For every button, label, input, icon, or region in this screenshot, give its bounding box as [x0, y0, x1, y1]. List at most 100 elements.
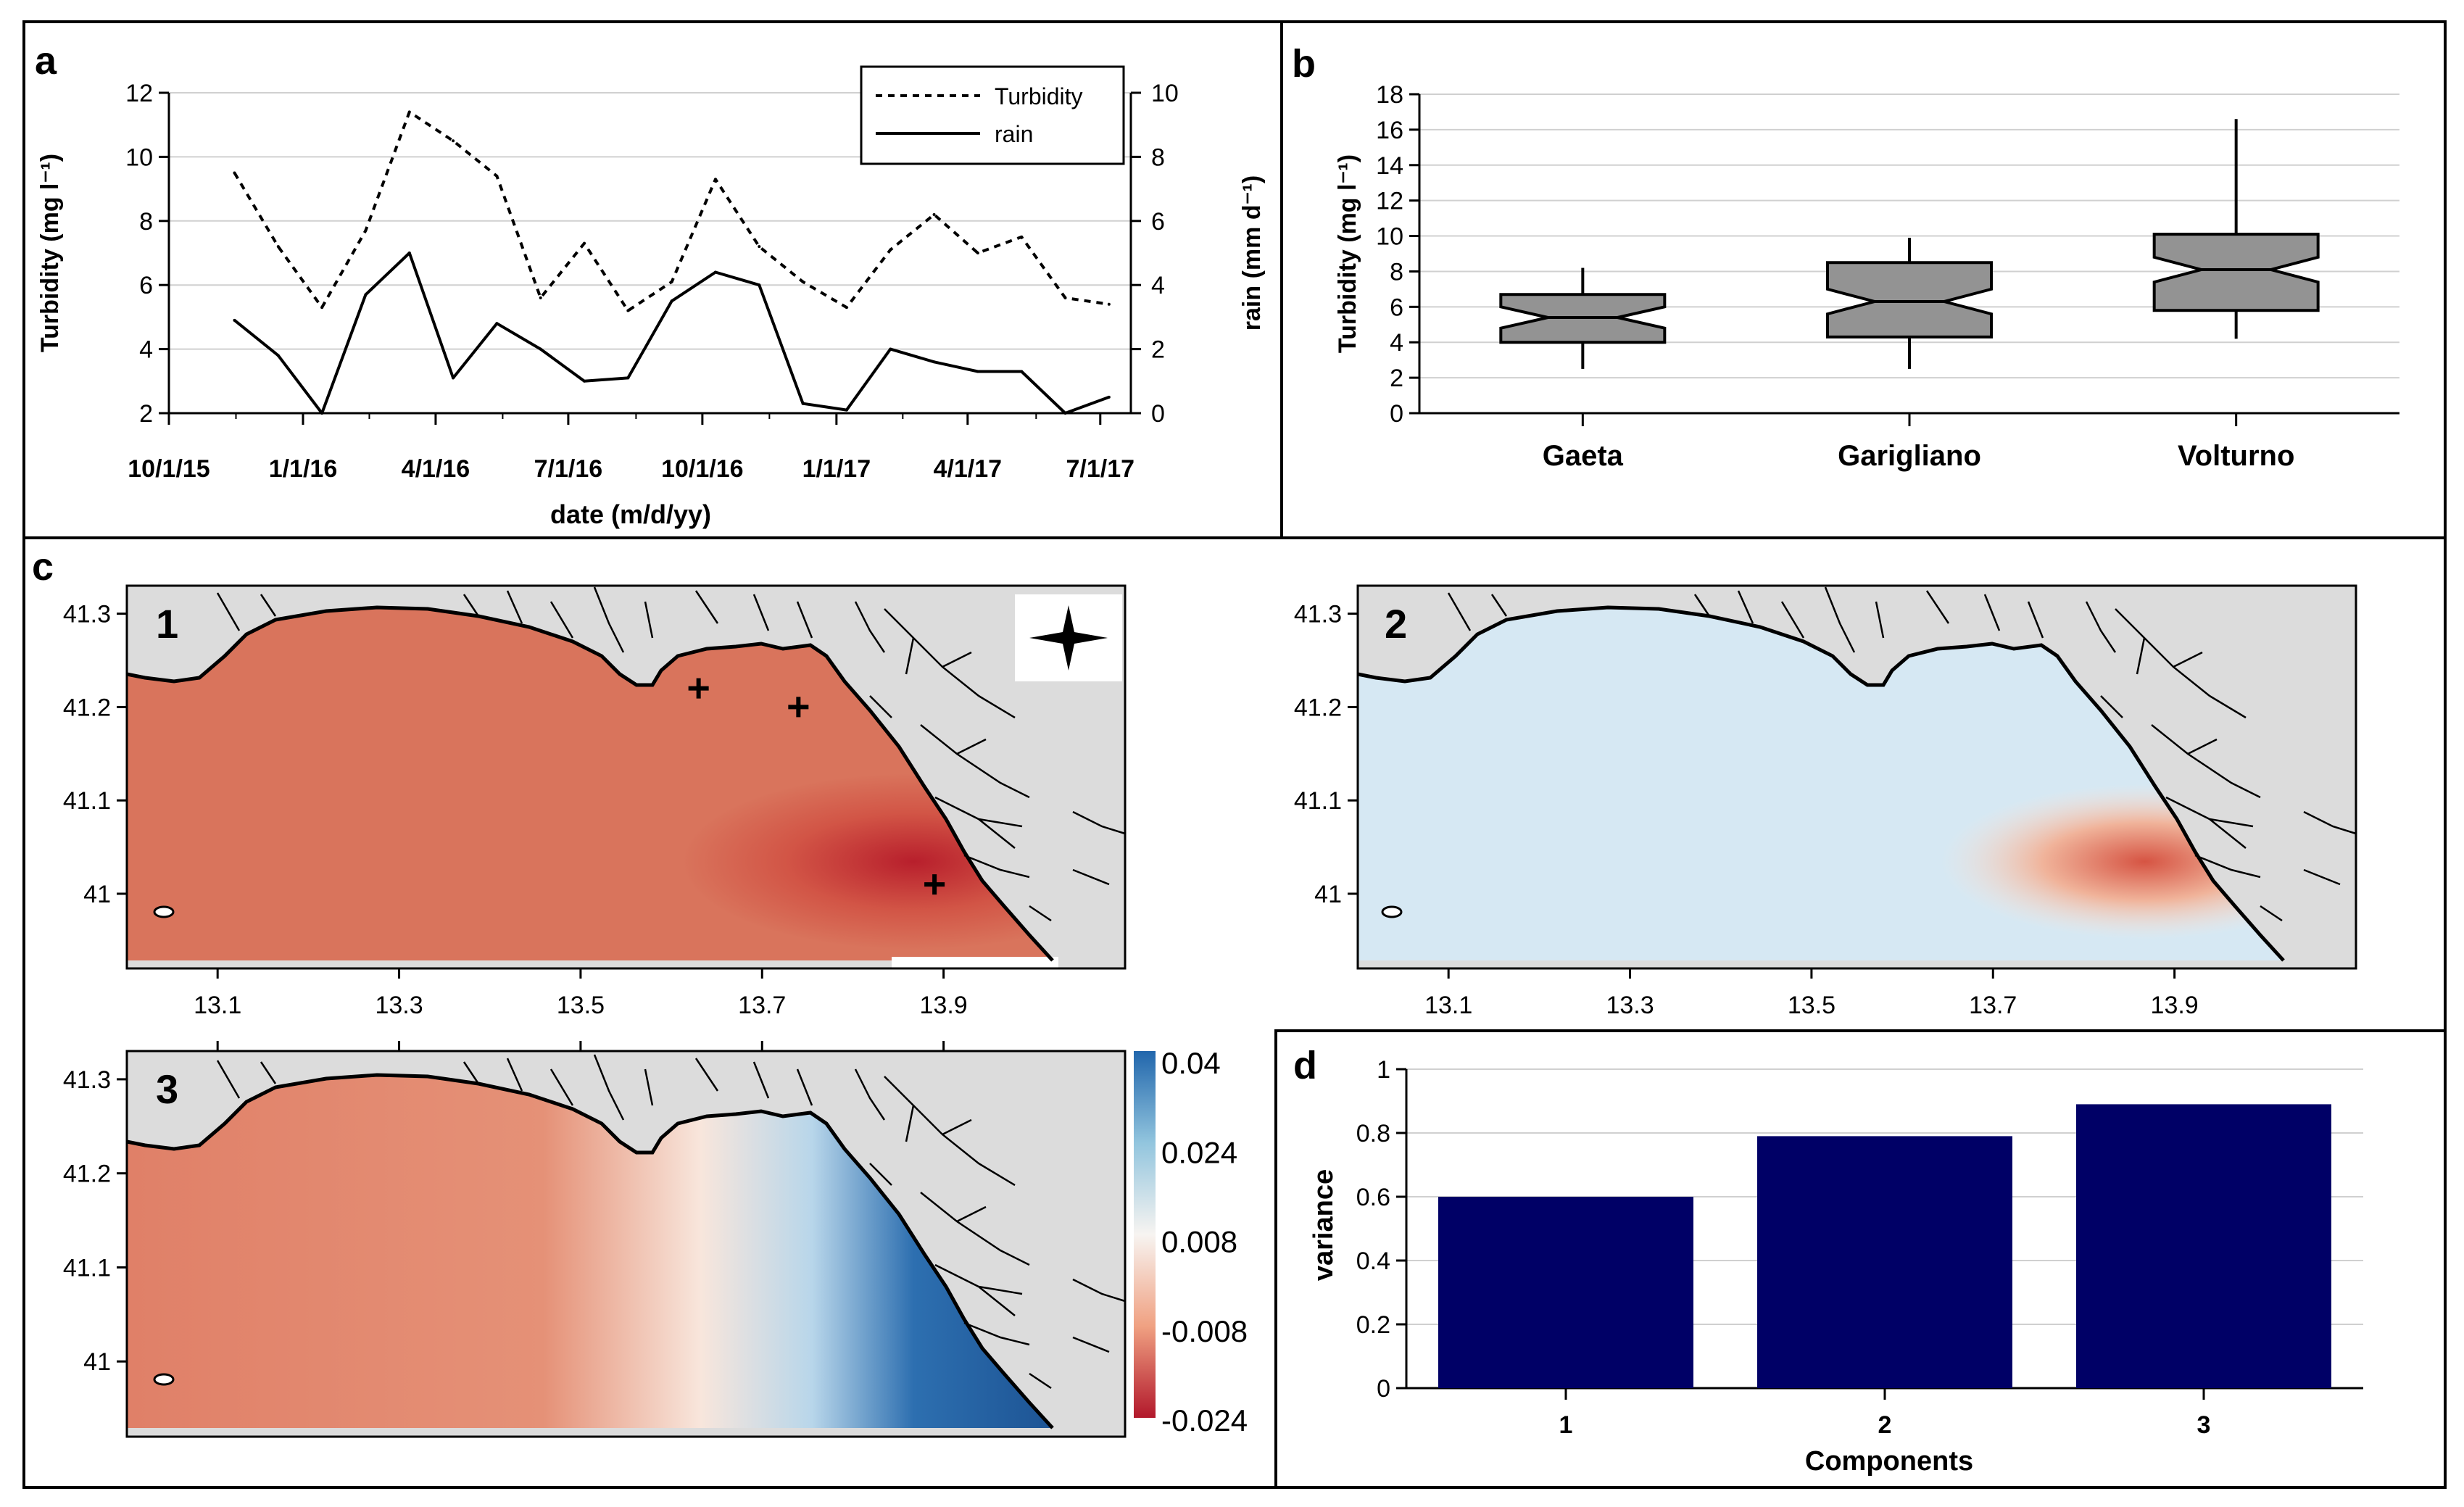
chart-a-xtick-label: 4/1/16 — [402, 455, 470, 483]
map2-ytick-label: 41.1 — [1294, 787, 1342, 815]
chart-a-ytick-left-label: 10 — [125, 144, 153, 171]
panel-label-c: c — [32, 545, 54, 589]
chart-a-point-turbidity — [539, 296, 542, 299]
colorbar-label: 0.024 — [1161, 1135, 1237, 1169]
map3-frame — [125, 1050, 1127, 1438]
chart-a-point-turbidity — [583, 241, 586, 245]
map1-ytick-label: 41.3 — [63, 601, 111, 628]
map2-xtick-label: 13.7 — [1969, 992, 2017, 1019]
chart-a-point-rain — [539, 347, 542, 351]
map1-island — [153, 905, 175, 918]
map1-ytick-label: 41.2 — [63, 694, 111, 721]
map1-ytick-label: 41 — [83, 881, 111, 908]
chart-a-ytick-right-label: 8 — [1151, 144, 1165, 171]
map-component-1: 1 — [125, 584, 1127, 971]
north-arrow-star — [1029, 605, 1108, 671]
chart-a-ylabel-left: Turbidity (mg l⁻¹) — [36, 154, 64, 352]
panel-label-b: b — [1292, 42, 1316, 86]
chart-a-xtick-label: 7/1/16 — [534, 455, 603, 483]
chart-d-ytick-label: 0.4 — [1356, 1247, 1390, 1275]
chart-d-bar: 0 0.2 0.4 0.6 0.8 1 1 2 3 variance Components — [1308, 1056, 2363, 1477]
map2-label: 2 — [1385, 601, 1407, 647]
chart-b-ytick-label: 16 — [1376, 117, 1403, 144]
chart-a-ytick-right-label: 4 — [1151, 272, 1165, 299]
legend-turbidity-label: Turbidity — [995, 83, 1083, 109]
chart-a-point-turbidity — [1063, 296, 1067, 299]
chart-d-ytick-label: 0.8 — [1356, 1120, 1390, 1147]
chart-a-point-turbidity — [1107, 302, 1111, 306]
map3-rivers — [216, 1054, 1126, 1390]
chart-a-point-turbidity — [758, 245, 761, 249]
map2-xtick-label: 13.9 — [2151, 992, 2199, 1019]
map3-ytick-label: 41.1 — [63, 1254, 111, 1282]
chart-a-point-rain — [1063, 412, 1067, 415]
chart-a-ytick-right-label: 10 — [1151, 80, 1179, 107]
chart-d-ylabel: variance — [1308, 1169, 1339, 1281]
chart-a-point-turbidity — [407, 110, 411, 114]
chart-a-point-turbidity — [845, 306, 848, 310]
colorbar-label: 0.04 — [1161, 1046, 1221, 1080]
map2-frame — [1356, 584, 2357, 970]
chart-a-point-rain — [495, 322, 499, 325]
chart-b-xtick-label: Garigliano — [1838, 440, 1981, 472]
chart-d-bar-2 — [1757, 1136, 2012, 1388]
chart-a-point-rain — [276, 354, 280, 357]
map2-ytick-label: 41.2 — [1294, 694, 1342, 721]
chart-d-xlabel: Components — [1805, 1446, 1973, 1477]
chart-a-ytick-left-label: 2 — [139, 400, 153, 428]
map1-xtick-label: 13.7 — [738, 992, 786, 1019]
chart-a-point-turbidity — [320, 306, 324, 310]
chart-b-ytick-label: 12 — [1376, 188, 1403, 215]
chart-a-point-rain — [452, 376, 455, 380]
chart-a-xtick-label: 10/1/16 — [661, 455, 743, 483]
chart-a-point-turbidity — [276, 245, 280, 249]
map2-xtick-label: 13.3 — [1606, 992, 1654, 1019]
map3-label: 3 — [156, 1066, 178, 1112]
chart-d-xtick-label: 2 — [1878, 1411, 1892, 1439]
chart-b-ytick-label: 6 — [1390, 294, 1403, 321]
chart-a-ytick-left-label: 6 — [139, 272, 153, 299]
chart-a-ytick-right-label: 2 — [1151, 336, 1165, 364]
chart-a-ytick-right-label: 0 — [1151, 400, 1165, 428]
chart-a-point-turbidity — [452, 139, 455, 143]
map1-rivers — [216, 586, 1126, 922]
map3-ytick-label: 41 — [83, 1348, 111, 1376]
chart-a-ytick-left-label: 12 — [125, 80, 153, 107]
chart-a-legend: Turbidity rain — [860, 65, 1125, 165]
chart-a-point-rain — [320, 412, 324, 415]
map1-xtick-label: 13.1 — [194, 992, 241, 1019]
chart-a-point-rain — [976, 370, 979, 373]
station-marker — [924, 874, 945, 895]
map1-label: 1 — [156, 601, 178, 647]
colorbar-label: -0.024 — [1161, 1403, 1248, 1437]
chart-d-ytick-label: 1 — [1377, 1056, 1390, 1084]
chart-a-xtick-label: 7/1/17 — [1066, 455, 1135, 483]
chart-b-box-garigliano — [1826, 261, 1993, 339]
chart-a-point-rain — [1020, 370, 1024, 373]
station-marker — [788, 697, 809, 718]
chart-d-xtick-label: 3 — [2197, 1411, 2211, 1439]
map-component-3: 3 — [125, 1050, 1127, 1438]
chart-a-point-rain — [801, 402, 805, 405]
chart-a-point-rain — [889, 347, 892, 351]
chart-a-legend-box — [860, 65, 1125, 165]
chart-d-bar-3 — [2076, 1104, 2331, 1388]
chart-a-point-turbidity — [976, 252, 979, 254]
map1-xtick-label: 13.9 — [920, 992, 968, 1019]
chart-a-point-rain — [364, 293, 368, 296]
chart-a-point-rain — [233, 318, 236, 322]
map3-ytick-label: 41.3 — [63, 1066, 111, 1094]
chart-a-xlabel: date (m/d/yy) — [550, 499, 711, 529]
chart-b-xtick-label: Gaeta — [1543, 440, 1624, 472]
chart-b-ytick-label: 2 — [1390, 365, 1403, 392]
map3-island — [153, 1373, 175, 1386]
chart-a-line: 2 4 6 8 10 12 0 2 4 6 8 10 10/1/15 1/1/16 4/1/16 7/1/… — [36, 65, 1266, 529]
chart-a-point-turbidity — [495, 174, 499, 178]
chart-a-point-rain — [713, 270, 717, 274]
chart-b-xtick-label: Volturno — [2178, 440, 2294, 472]
station-marker — [688, 678, 709, 699]
chart-a-point-rain — [407, 252, 411, 254]
chart-a-series-rain — [233, 252, 1110, 415]
colorbar-label: -0.008 — [1161, 1314, 1248, 1348]
